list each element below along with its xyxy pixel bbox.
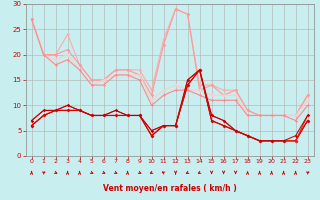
X-axis label: Vent moyen/en rafales ( km/h ): Vent moyen/en rafales ( km/h ) — [103, 184, 236, 193]
